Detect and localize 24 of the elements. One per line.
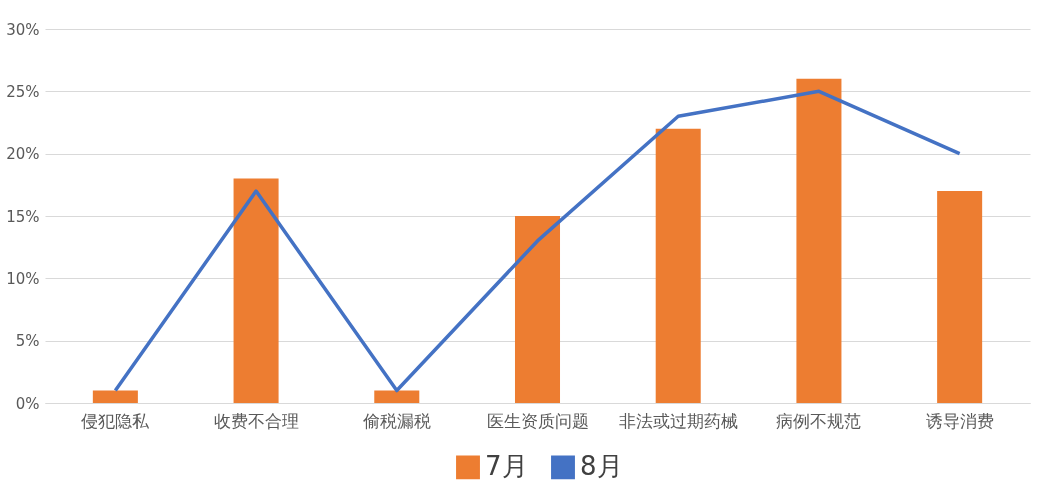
y-tick-label: 25% [6, 82, 40, 101]
x-tick-label: 医生资质问题 [486, 410, 589, 431]
x-tick-label: 非法或过期药械 [618, 410, 738, 431]
x-tick-label: 收费不合理 [213, 410, 299, 431]
y-tick-label: 15% [6, 207, 40, 226]
bar [937, 191, 983, 403]
bar [374, 390, 420, 403]
x-tick-label: 偷税漏税 [362, 410, 431, 431]
y-tick-label: 5% [15, 332, 40, 351]
bar [92, 390, 138, 403]
x-tick-label: 病例不规范 [776, 410, 862, 431]
bar [233, 178, 279, 403]
x-tick-label: 侵犯隐私 [81, 410, 151, 431]
x-tick-label: 诱导消费 [925, 410, 994, 431]
y-tick-label: 0% [15, 394, 40, 413]
y-tick-label: 20% [6, 145, 40, 164]
bar [514, 216, 561, 403]
bar [655, 128, 701, 403]
y-tick-label: 30% [6, 20, 40, 39]
line-series [113, 89, 962, 393]
y-tick-label: 10% [6, 269, 40, 288]
legend-label: 8月 [580, 451, 623, 482]
legend-label: 7月 [485, 451, 528, 482]
bar [796, 78, 842, 403]
